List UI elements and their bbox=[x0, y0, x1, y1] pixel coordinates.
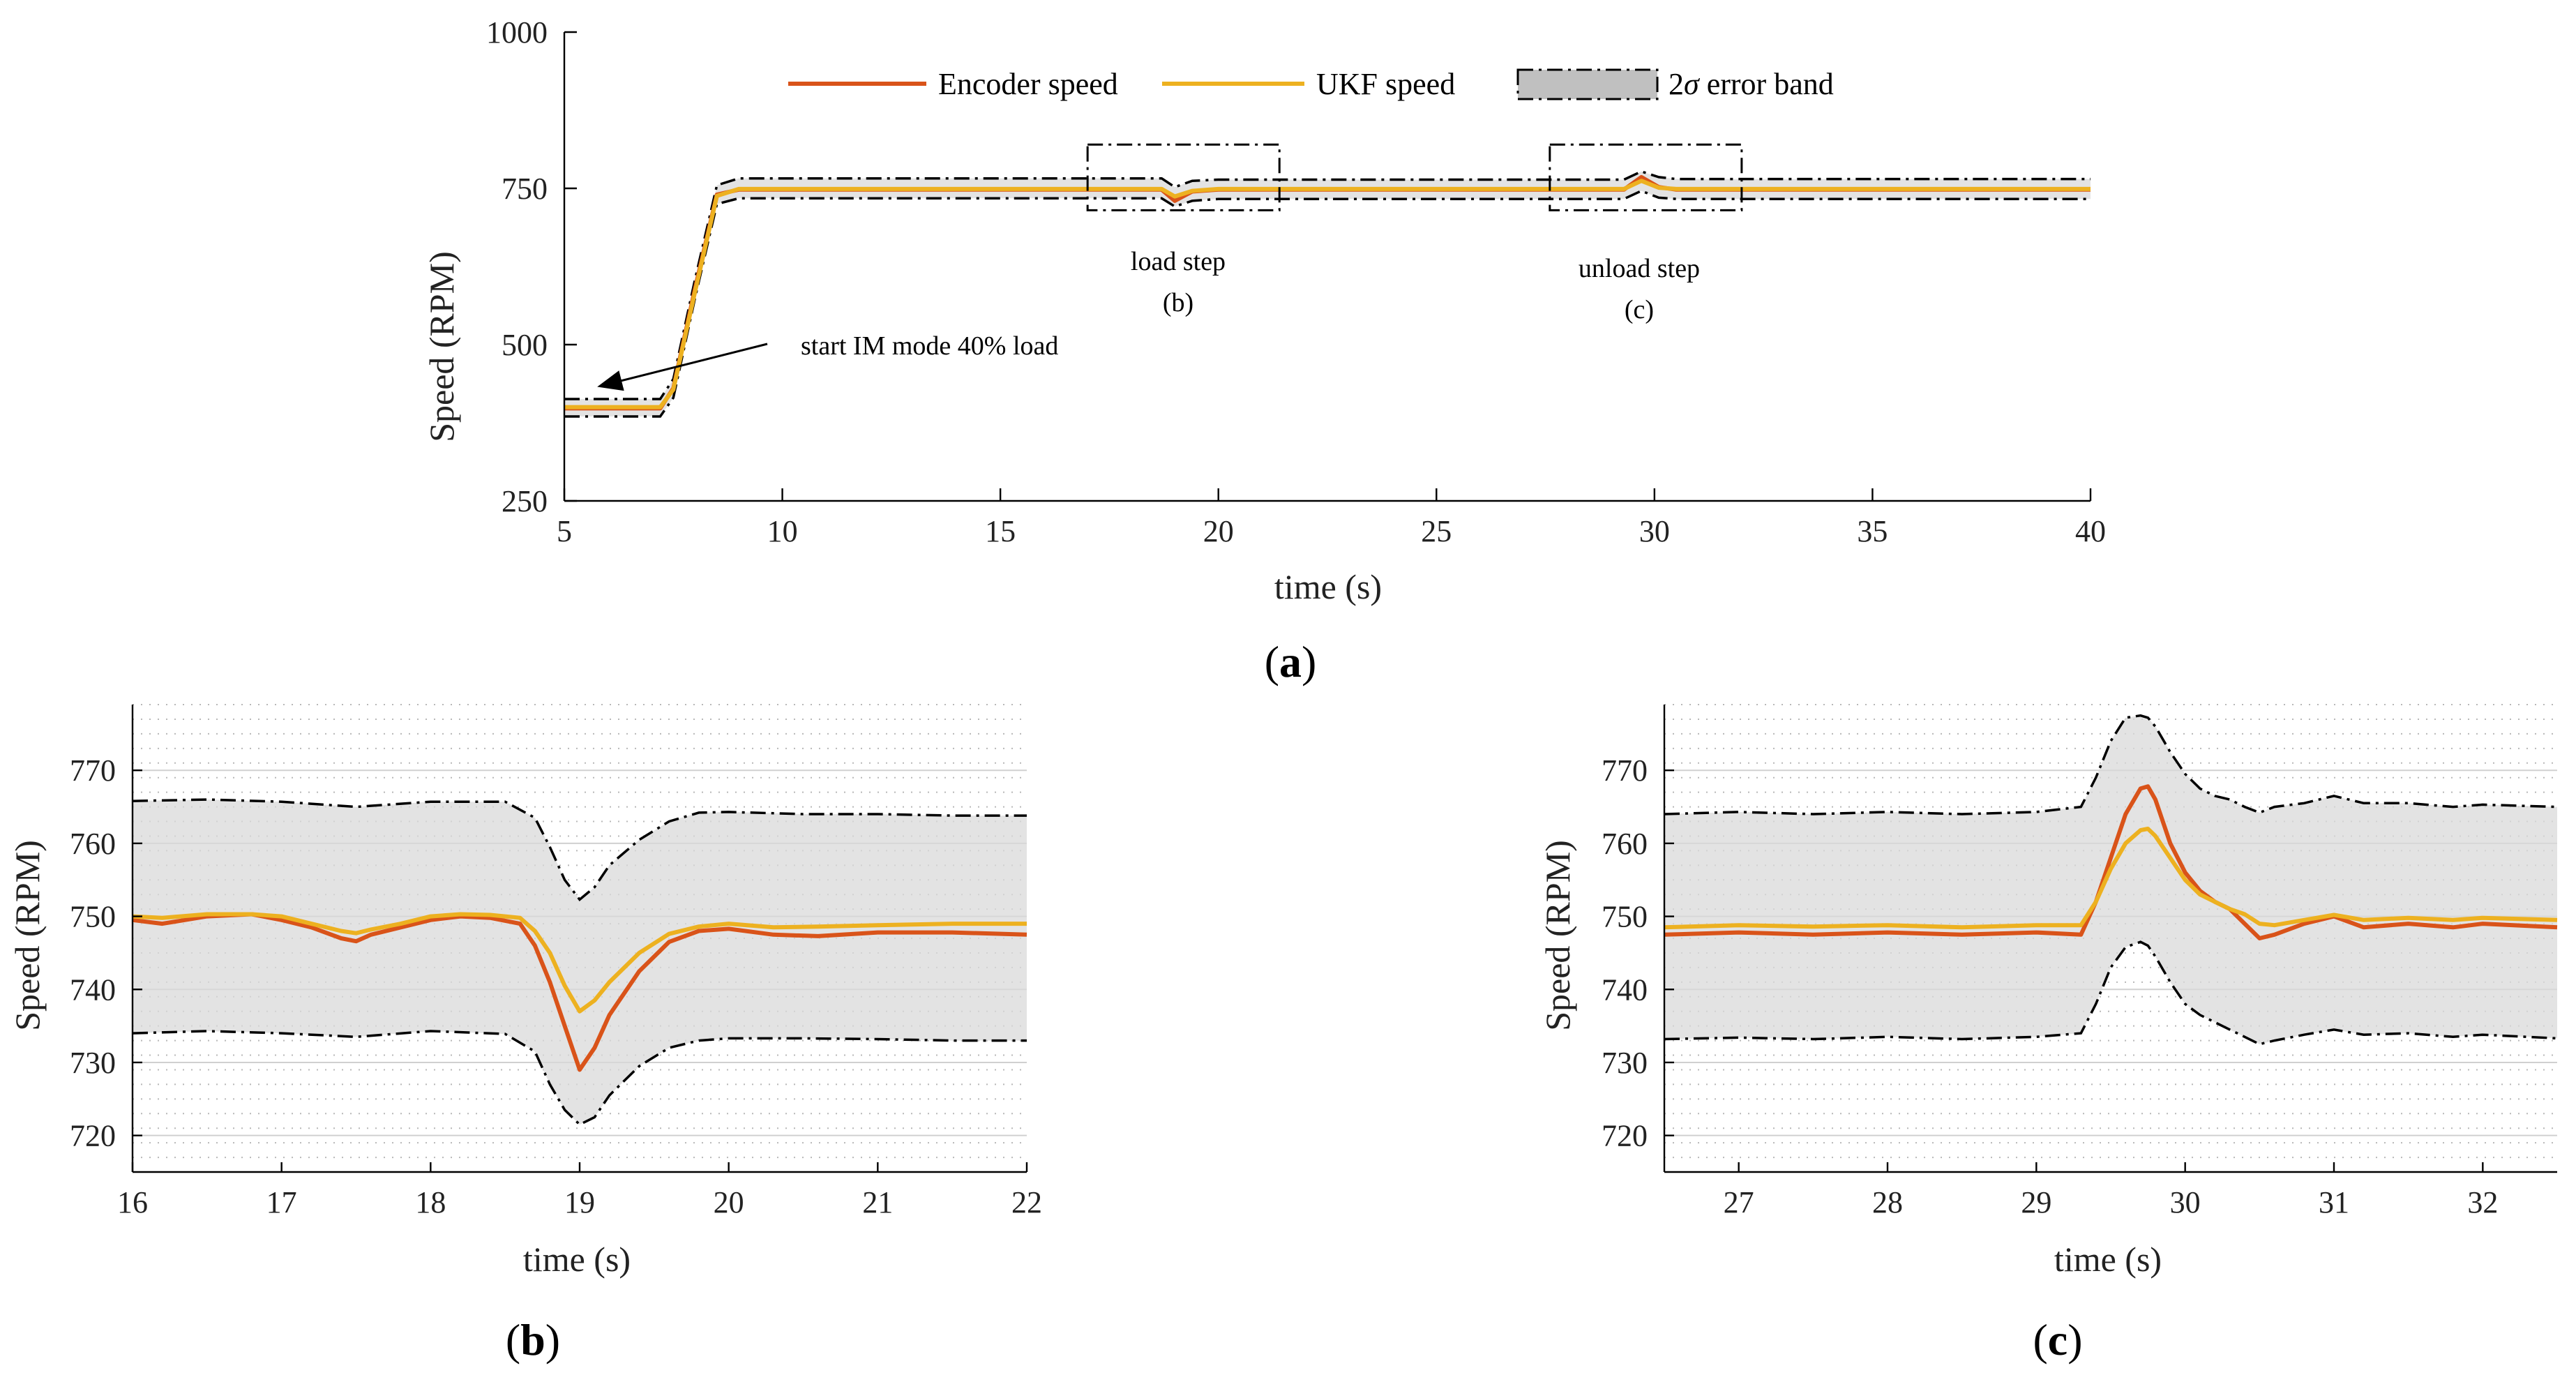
x-tick-label: 28 bbox=[1872, 1185, 1903, 1219]
panel-b-plot-area bbox=[132, 704, 1027, 1173]
zoom-box-unload-step bbox=[1549, 143, 1743, 211]
x-tick-label: 21 bbox=[862, 1185, 893, 1219]
series-band-upper bbox=[1664, 714, 2558, 816]
series-band-upper bbox=[132, 798, 1027, 902]
series-band-lower bbox=[1664, 940, 2558, 1046]
x-tick-label: 10 bbox=[767, 514, 798, 548]
panel-b-xlabel: time (s) bbox=[523, 1240, 631, 1279]
series-encoder-speed bbox=[1664, 784, 2558, 940]
y-tick-label: 760 bbox=[1602, 827, 1648, 861]
y-tick-label: 740 bbox=[1602, 972, 1648, 1007]
x-tick-label: 18 bbox=[415, 1185, 446, 1219]
series-band-lower bbox=[564, 189, 2091, 418]
y-tick-label: 720 bbox=[1602, 1119, 1648, 1153]
panel-c-xlabel: time (s) bbox=[2054, 1240, 2162, 1279]
start-annotation: start IM mode 40% load bbox=[801, 331, 1058, 361]
series-ukf-speed bbox=[1664, 827, 2558, 930]
series-encoder-speed bbox=[564, 174, 2091, 411]
x-tick-label: 22 bbox=[1011, 1185, 1042, 1219]
x-tick-label: 30 bbox=[1639, 514, 1670, 548]
series-ukf-speed bbox=[132, 912, 1027, 1014]
error-band-fill bbox=[564, 171, 2091, 417]
error-band-fill bbox=[133, 799, 1027, 1125]
panel-a-axes: 5 10 15 20 25 30 35 40 250 500 750 1000 bbox=[486, 15, 2106, 548]
panel-c-plot-area bbox=[1664, 704, 2558, 1173]
x-tick-label: 27 bbox=[1724, 1185, 1754, 1219]
x-tick-label: 16 bbox=[117, 1185, 148, 1219]
y-tick-label: 250 bbox=[502, 484, 548, 518]
y-tick-label: 740 bbox=[70, 972, 116, 1007]
start-annotation-arrow bbox=[597, 343, 768, 391]
panel-a-ylabel: Speed (RPM) bbox=[422, 251, 461, 442]
x-tick-label: 30 bbox=[2170, 1185, 2201, 1219]
panel-c-ylabel: Speed (RPM) bbox=[1538, 840, 1577, 1031]
series-band-upper bbox=[564, 170, 2091, 400]
panel-b-label: (b) bbox=[506, 1315, 560, 1365]
x-tick-label: 25 bbox=[1421, 514, 1452, 548]
y-tick-label: 770 bbox=[70, 753, 116, 788]
legend: Encoder speed UKF speed 2σ error band bbox=[788, 67, 1834, 101]
y-tick-label: 730 bbox=[70, 1046, 116, 1080]
x-tick-label: 20 bbox=[714, 1185, 744, 1219]
panel-a-plot-area bbox=[564, 143, 2091, 418]
load-step-ref: (b) bbox=[1163, 288, 1193, 317]
legend-band-swatch bbox=[1516, 68, 1659, 100]
zoom-box-load-step bbox=[1086, 143, 1281, 211]
legend-ukf-label: UKF speed bbox=[1316, 67, 1455, 101]
x-tick-label: 29 bbox=[2021, 1185, 2051, 1219]
panel-a-xlabel: time (s) bbox=[1274, 567, 1382, 606]
unload-step-annotation: unload step bbox=[1579, 254, 1700, 283]
x-tick-label: 17 bbox=[266, 1185, 297, 1219]
panel-b-axes: 16 17 18 19 20 21 22 720 730 740 750 760 770 bbox=[70, 705, 1042, 1219]
series-encoder-speed bbox=[132, 912, 1027, 1072]
error-band-fill bbox=[1664, 715, 2557, 1044]
x-tick-label: 35 bbox=[1857, 514, 1888, 548]
x-tick-label: 19 bbox=[564, 1185, 595, 1219]
series-ukf-speed bbox=[564, 179, 2091, 410]
x-tick-label: 20 bbox=[1203, 514, 1234, 548]
y-tick-label: 720 bbox=[70, 1119, 116, 1153]
panel-a-chart: 5 10 15 20 25 30 35 40 250 500 750 1000 time (s) Sp… bbox=[422, 15, 2106, 686]
panel-c-axes: 27 28 29 30 31 32 720 730 740 750 760 770 bbox=[1602, 705, 2557, 1219]
panel-b-chart: 16 17 18 19 20 21 22 720 730 740 750 760 770 time (s… bbox=[8, 704, 1042, 1365]
panel-b-ylabel: Speed (RPM) bbox=[8, 840, 47, 1031]
x-tick-label: 40 bbox=[2075, 514, 2106, 548]
x-tick-label: 32 bbox=[2467, 1185, 2498, 1219]
series-band-lower bbox=[132, 1030, 1027, 1127]
y-tick-label: 750 bbox=[502, 172, 548, 206]
x-tick-label: 15 bbox=[985, 514, 1016, 548]
y-tick-label: 750 bbox=[70, 900, 116, 934]
panel-a-label: (a) bbox=[1265, 637, 1317, 686]
y-tick-label: 770 bbox=[1602, 753, 1648, 788]
y-tick-label: 760 bbox=[70, 827, 116, 861]
x-tick-label: 5 bbox=[557, 514, 572, 548]
y-tick-label: 730 bbox=[1602, 1046, 1648, 1080]
y-tick-label: 1000 bbox=[486, 15, 548, 50]
x-tick-label: 31 bbox=[2319, 1185, 2349, 1219]
load-step-annotation: load step bbox=[1131, 247, 1226, 276]
panel-c-label: (c) bbox=[2033, 1315, 2082, 1365]
y-tick-label: 750 bbox=[1602, 900, 1648, 934]
legend-encoder-label: Encoder speed bbox=[938, 67, 1118, 101]
legend-band-label: 2σ error band bbox=[1669, 67, 1834, 101]
unload-step-ref: (c) bbox=[1625, 295, 1654, 324]
y-tick-label: 500 bbox=[502, 328, 548, 362]
